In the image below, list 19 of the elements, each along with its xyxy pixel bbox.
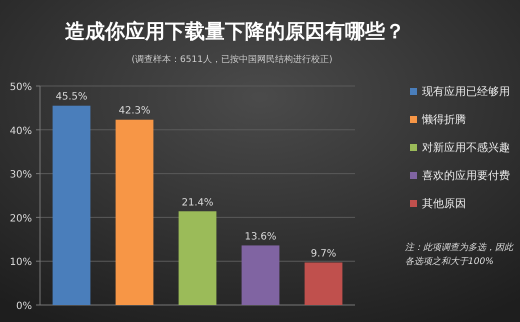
data-label: 9.7% (310, 248, 336, 260)
data-label: 21.4% (182, 197, 214, 208)
data-label: 13.6% (244, 231, 276, 242)
text: 注：此项调查为多选，因此各选项之和大于100% (405, 242, 515, 268)
y-tick-label: 10% (10, 257, 32, 268)
legend-label: 喜欢的应用要付费 (422, 169, 510, 182)
data-label: 45.5% (56, 92, 88, 103)
y-tick-label: 30% (10, 170, 32, 181)
legend-label: 现有应用已经够用 (422, 85, 510, 98)
legend-label: 对新应用不感兴趣 (422, 141, 510, 154)
legend-label: 其他原因 (422, 197, 466, 210)
y-tick-label: 50% (10, 82, 32, 93)
data-label: 42.3% (118, 106, 150, 117)
y-tick-label: 20% (10, 213, 32, 224)
y-tick-label: 40% (10, 126, 32, 137)
chart-title: 造成你应用下载量下降的原因有哪些？ (65, 19, 405, 43)
chart-subtitle: (调查样本：6511人，已按中国网民结构进行校正) (132, 54, 332, 65)
legend-label: 懒得折腾 (421, 113, 466, 126)
y-tick-label: 0% (16, 301, 32, 312)
